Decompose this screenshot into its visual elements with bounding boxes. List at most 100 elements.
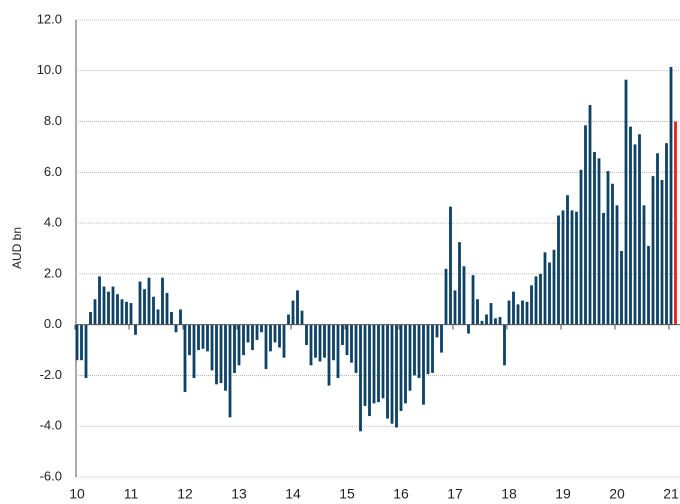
bar (170, 311, 173, 325)
bar (669, 66, 673, 325)
bar (350, 324, 353, 363)
bar (197, 324, 200, 351)
bar (552, 249, 556, 325)
x-tick-label: 17 (447, 486, 463, 502)
bar (291, 300, 295, 325)
bar (219, 324, 223, 384)
bar (404, 324, 407, 404)
bar (624, 79, 628, 325)
bar (593, 152, 596, 325)
bar (611, 183, 614, 325)
bar (93, 299, 97, 325)
bar (516, 304, 520, 325)
bar (426, 324, 430, 375)
bar (152, 296, 155, 325)
bar (323, 324, 326, 358)
bar (251, 324, 254, 351)
bar (651, 176, 655, 325)
bar (633, 144, 637, 325)
x-tick-label: 18 (501, 486, 517, 502)
x-tick-label: 14 (285, 486, 301, 502)
bar (89, 311, 92, 325)
y-tick-label: 6.0 (44, 164, 62, 179)
x-tick-label: 19 (555, 486, 571, 502)
bar (143, 289, 146, 325)
x-tick-label: 10 (69, 486, 85, 502)
bar (278, 324, 281, 348)
bar (107, 291, 110, 325)
bar (489, 303, 493, 325)
bar (588, 105, 592, 325)
bar (566, 195, 569, 325)
bar (300, 310, 304, 325)
bar (458, 242, 461, 325)
bar (188, 324, 191, 356)
bar (548, 262, 551, 325)
bar (98, 276, 101, 325)
bar (138, 281, 142, 325)
bar (147, 277, 151, 325)
bar (174, 324, 178, 333)
bar (665, 143, 668, 325)
bar (269, 324, 272, 352)
bar (318, 324, 322, 362)
bar (296, 290, 299, 325)
bar (521, 300, 524, 325)
bar (287, 314, 290, 325)
bar (233, 324, 236, 373)
bar (120, 299, 124, 325)
bar (336, 324, 340, 378)
bar (543, 252, 547, 325)
bar (449, 206, 452, 325)
bar (260, 324, 263, 333)
y-tick-label: 8.0 (44, 113, 62, 128)
bar (345, 324, 349, 356)
y-tick-label: 2.0 (44, 265, 62, 280)
bar (561, 210, 565, 325)
bar (399, 324, 403, 411)
bar (134, 324, 137, 335)
y-tick-label: 0.0 (44, 316, 62, 331)
bar (444, 268, 448, 325)
bar (354, 324, 358, 373)
bar (597, 158, 601, 325)
bar (395, 324, 398, 428)
bar (575, 211, 578, 325)
bar (606, 171, 610, 325)
bar (305, 324, 308, 345)
bar (125, 301, 128, 325)
bar (156, 309, 160, 325)
bar (408, 324, 412, 391)
bar (116, 294, 119, 325)
bar (440, 324, 443, 353)
y-tick-label: -2.0 (40, 367, 62, 382)
bar (638, 134, 641, 325)
bar (84, 324, 88, 378)
bar (386, 324, 389, 419)
bar (192, 324, 196, 378)
bar (602, 212, 605, 325)
bar (557, 215, 560, 325)
bar (539, 273, 542, 325)
bar (584, 125, 587, 325)
bar (503, 324, 506, 366)
bar (435, 324, 439, 338)
bar (476, 299, 479, 325)
bar (327, 324, 331, 386)
bar (453, 290, 457, 325)
bar (102, 286, 106, 325)
bar (309, 324, 313, 366)
bar (507, 300, 511, 325)
bar (494, 318, 497, 325)
bar (264, 324, 268, 370)
bar (413, 324, 416, 376)
x-tick-label: 21 (663, 486, 679, 502)
bar (629, 126, 632, 325)
bar (368, 324, 371, 417)
bar (363, 324, 367, 406)
bar (480, 320, 484, 325)
bar (647, 245, 650, 325)
bar (525, 301, 529, 325)
bar (206, 324, 209, 352)
y-tick-label: 10.0 (37, 62, 62, 77)
